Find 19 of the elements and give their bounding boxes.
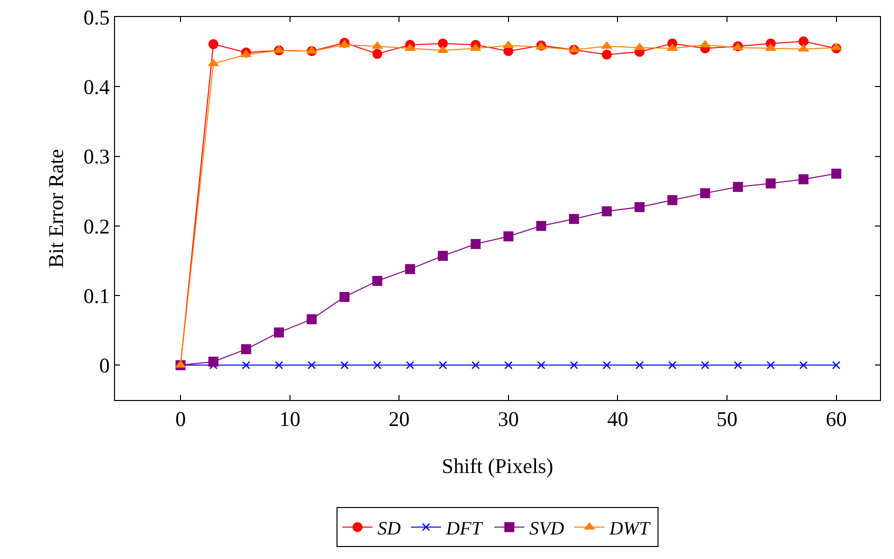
legend-label: DWT bbox=[608, 518, 651, 540]
x-tick-label: 20 bbox=[388, 407, 410, 432]
y-tick-label: 0.3 bbox=[84, 144, 110, 169]
legend-label: SVD bbox=[529, 518, 564, 540]
y-tick-label: 0 bbox=[99, 354, 110, 378]
x-tick-label: 40 bbox=[607, 407, 628, 432]
y-tick-label: 0.2 bbox=[84, 214, 110, 238]
legend-label: SD bbox=[378, 518, 401, 540]
x-tick-label: 60 bbox=[826, 407, 847, 432]
x-axis-title: Shift (Pixels) bbox=[442, 454, 554, 478]
y-axis-title: Bit Error Rate bbox=[44, 149, 68, 268]
x-tick-label: 30 bbox=[498, 407, 519, 432]
y-tick-label: 0.4 bbox=[84, 74, 110, 99]
x-tick-label: 50 bbox=[716, 407, 738, 432]
x-tick-label: 10 bbox=[279, 407, 300, 432]
y-tick-label: 0.5 bbox=[84, 5, 110, 30]
legend-label: DFT bbox=[445, 518, 484, 540]
y-tick-label: 0.1 bbox=[84, 284, 110, 308]
x-tick-label: 0 bbox=[175, 407, 186, 432]
